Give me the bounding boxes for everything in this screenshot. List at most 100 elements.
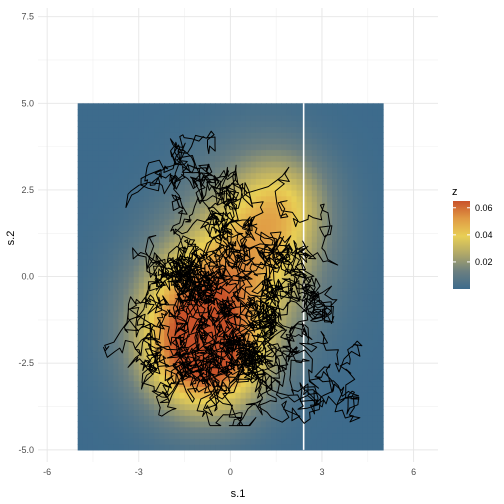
raster-cell (118, 444, 125, 451)
raster-cell (159, 328, 165, 335)
raster-cell (281, 172, 287, 179)
raster-cell (296, 299, 303, 307)
raster-cell (316, 109, 323, 116)
raster-cell (194, 103, 201, 110)
raster-cell (108, 236, 114, 243)
raster-cell (113, 334, 120, 341)
raster-cell (377, 132, 384, 139)
raster-cell (123, 172, 130, 179)
raster-cell (138, 132, 145, 139)
raster-cell (235, 276, 242, 283)
raster-cell (240, 201, 247, 208)
raster-cell (337, 345, 343, 353)
raster-cell (281, 195, 287, 203)
raster-cell (77, 432, 84, 439)
raster-cell (108, 322, 114, 330)
raster-cell (179, 195, 186, 203)
raster-cell (347, 143, 354, 151)
raster-cell (362, 276, 369, 283)
raster-cell (133, 201, 140, 208)
raster-cell (159, 374, 165, 382)
raster-cell (347, 259, 354, 266)
raster-cell (225, 143, 231, 151)
raster-cell (118, 259, 125, 266)
y-tick-label: 2.5 (21, 185, 34, 195)
raster-cell (230, 259, 237, 266)
raster-cell (159, 195, 165, 203)
raster-cell (327, 189, 333, 197)
raster-cell (113, 236, 120, 243)
raster-cell (291, 380, 298, 387)
raster-cell (286, 397, 293, 405)
raster-cell (240, 403, 247, 411)
raster-cell (225, 328, 231, 335)
raster-cell (260, 178, 267, 185)
raster-cell (133, 409, 140, 416)
raster-cell (98, 236, 104, 243)
raster-cell (367, 259, 374, 266)
raster-cell (250, 189, 257, 197)
raster-cell (337, 392, 343, 399)
raster-cell (77, 126, 84, 133)
raster-cell (82, 114, 89, 122)
raster-cell (327, 415, 333, 422)
raster-cell (271, 392, 277, 399)
raster-cell (174, 311, 181, 318)
raster-cell (169, 189, 175, 197)
raster-cell (327, 299, 333, 307)
raster-cell (245, 438, 252, 445)
raster-cell (352, 189, 359, 197)
raster-cell (327, 109, 333, 116)
raster-cell (133, 392, 140, 399)
raster-cell (291, 420, 298, 428)
raster-cell (372, 207, 379, 214)
raster-cell (189, 132, 196, 139)
raster-cell (230, 132, 237, 139)
raster-cell (210, 109, 216, 116)
raster-cell (347, 270, 354, 278)
raster-cell (332, 403, 338, 411)
raster-cell (245, 236, 252, 243)
raster-cell (199, 213, 206, 220)
raster-cell (347, 265, 354, 272)
raster-cell (372, 357, 379, 364)
raster-cell (347, 155, 354, 162)
raster-cell (204, 155, 211, 162)
raster-cell (215, 363, 221, 370)
raster-cell (230, 114, 237, 122)
raster-cell (250, 103, 257, 110)
raster-cell (92, 236, 99, 243)
raster-cell (245, 247, 252, 255)
raster-cell (215, 114, 221, 122)
raster-cell (260, 265, 267, 272)
raster-cell (296, 247, 303, 255)
raster-cell (271, 143, 277, 151)
raster-cell (271, 230, 277, 237)
raster-cell (245, 420, 252, 428)
raster-cell (240, 189, 247, 197)
raster-cell (342, 397, 349, 405)
raster-cell (113, 172, 120, 179)
raster-cell (260, 143, 267, 151)
raster-cell (245, 103, 252, 110)
raster-cell (113, 265, 120, 272)
raster-cell (276, 432, 282, 439)
raster-cell (77, 247, 84, 255)
raster-cell (362, 345, 369, 353)
raster-cell (108, 345, 114, 353)
raster-cell (174, 420, 181, 428)
raster-cell (169, 317, 175, 324)
raster-cell (347, 415, 354, 422)
raster-cell (377, 409, 384, 416)
raster-cell (377, 161, 384, 168)
raster-cell (281, 432, 287, 439)
raster-cell (250, 178, 257, 185)
raster-cell (133, 305, 140, 312)
raster-cell (327, 288, 333, 295)
raster-cell (332, 265, 338, 272)
raster-cell (194, 109, 201, 116)
raster-cell (240, 143, 247, 151)
raster-cell (225, 109, 231, 116)
raster-cell (164, 178, 170, 185)
raster-cell (108, 189, 114, 197)
